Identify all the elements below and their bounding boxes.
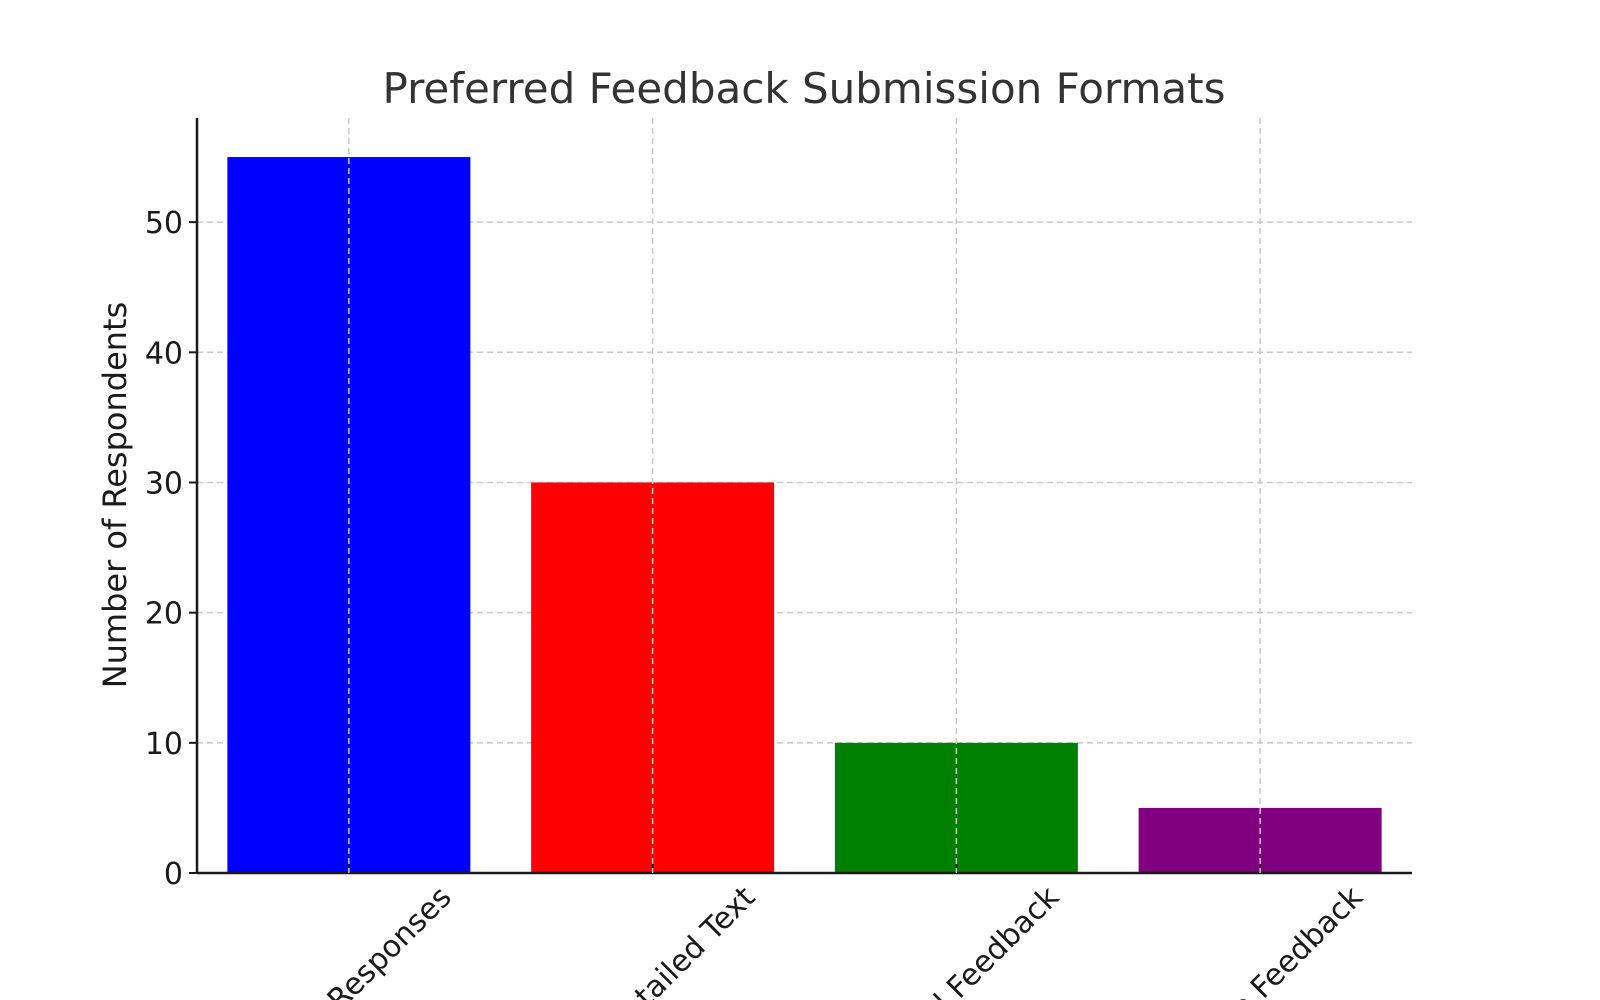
bars xyxy=(227,157,1382,873)
y-tick-label: 30 xyxy=(145,466,183,501)
y-tick-label: 0 xyxy=(164,857,183,892)
y-axis-label: Number of Respondents xyxy=(96,302,134,689)
y-tick-label: 40 xyxy=(145,336,183,371)
x-tick-label-visual-feedback: Visual Feedback xyxy=(870,879,1066,1000)
x-tick-label-audio-feedback: Audio Feedback xyxy=(1177,879,1370,1000)
y-tick-label: 50 xyxy=(145,206,183,241)
bar-short-responses xyxy=(227,157,471,873)
x-tick-label-short-responses: Short Responses xyxy=(257,880,458,1000)
bar-detailed-text xyxy=(531,482,775,873)
axes xyxy=(195,118,1412,875)
y-tick-label: 20 xyxy=(145,597,183,632)
chart-title: Preferred Feedback Submission Formats xyxy=(383,64,1226,113)
y-tick-label: 10 xyxy=(145,727,183,762)
x-tick-label-detailed-text: Detailed Text xyxy=(599,880,763,1000)
